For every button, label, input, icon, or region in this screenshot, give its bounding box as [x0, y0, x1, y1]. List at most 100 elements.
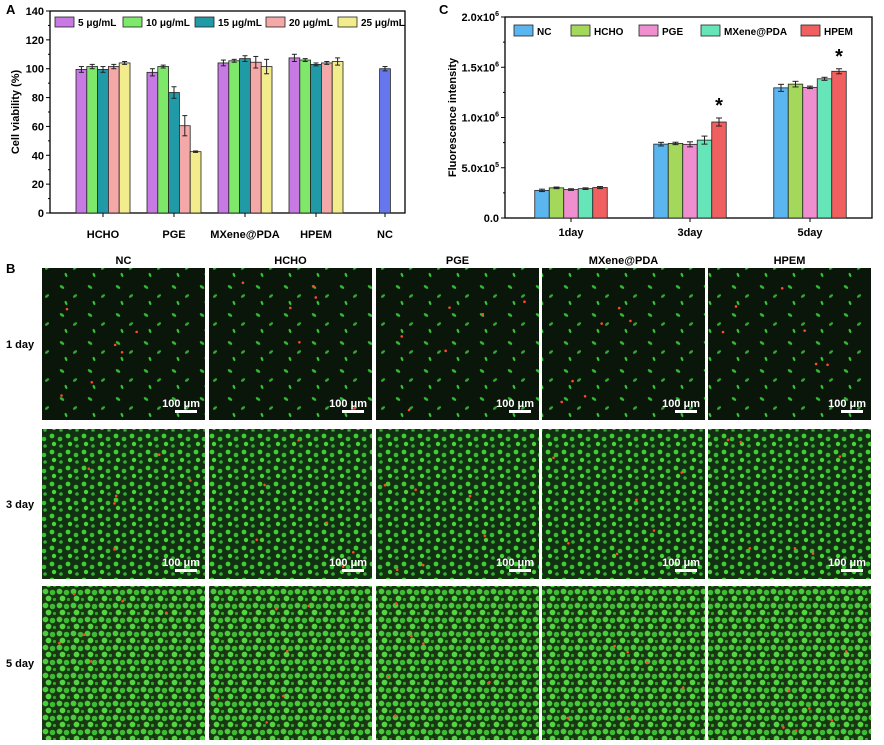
microscopy-image-shade [376, 268, 539, 420]
dead-cell-dot [65, 307, 69, 311]
microscopy-image-texture [376, 268, 539, 420]
chart-a-category-label: PGE [162, 229, 185, 241]
chart-a-bar [75, 69, 88, 214]
chart-a-bar [97, 69, 109, 214]
chart-a-legend-label: 15 μg/mL [218, 18, 262, 29]
chart-a-legend-swatch [122, 16, 143, 28]
dead-cell-dot [351, 550, 355, 554]
chart-c-legend-label: HCHO [594, 27, 624, 38]
chart-a-bar [146, 71, 159, 214]
scale-bar-label: 100 μm [662, 557, 700, 569]
dead-cell-dot [523, 300, 526, 304]
chart-c-ylabel: Fluorescence intensity [447, 57, 459, 177]
chart-a-bar [331, 61, 344, 214]
chart-a-cell-viability: 0 20 40 60 80 100 120 140 Cell viability (%) HCHO… [10, 6, 406, 241]
panel-letter-c: C [439, 2, 449, 17]
dead-cell-dot [216, 697, 220, 700]
scale-bar [675, 569, 697, 572]
dead-cell-dot [157, 453, 161, 456]
dead-cell-dot [748, 546, 752, 550]
chart-a-legend-label: 25 μg/mL [361, 18, 405, 29]
chart-c-bar [682, 143, 698, 219]
chart-a-bar [108, 66, 120, 214]
dead-cell-dot [410, 634, 413, 638]
chart-c-legend-label: MXene@PDA [724, 27, 787, 38]
chart-a-ytick-label: 140 [26, 6, 44, 18]
microscopy-image-shade [42, 268, 205, 420]
dead-cell-dot [255, 538, 259, 542]
dead-cell-dot [407, 408, 411, 412]
dead-cell-dot [265, 721, 268, 724]
chart-a-legend-label: 5 μg/mL [78, 18, 116, 29]
chart-a-ytick-label: 60 [32, 121, 44, 133]
chart-a-bar [379, 68, 391, 214]
dead-cell-dot [560, 400, 564, 404]
microscopy-image-texture [542, 586, 705, 740]
chart-c-bar [816, 78, 833, 219]
microscopy-image-shade [708, 268, 871, 420]
dead-cell-dot [468, 494, 472, 498]
dead-cell-dot [787, 689, 791, 693]
scale-bar [841, 569, 863, 572]
microscopy-image: 100 μm [209, 429, 372, 579]
chart-c-fluorescence: 0.0 5.0x105 1.0x106 1.5x106 2.0x106 Fluoresce… [447, 11, 873, 239]
chart-a-category-label: HCHO [87, 229, 120, 241]
microscopy-column-header: HCHO [274, 255, 307, 267]
chart-c-legend-label: HPEM [824, 27, 853, 38]
dead-cell-dot [383, 483, 387, 487]
microscopy-image-shade [708, 586, 871, 740]
microscopy-image-shade [708, 429, 871, 579]
scale-bar-label: 100 μm [496, 557, 534, 569]
dead-cell-dot [120, 350, 124, 354]
chart-a-category-label: HPEM [300, 229, 332, 241]
scale-bar-label: 100 μm [329, 557, 367, 569]
chart-a-legend-label: 10 μg/mL [146, 18, 190, 29]
microscopy-image [42, 586, 205, 740]
microscopy-image: 100 μm [708, 429, 871, 579]
dead-cell-dot [628, 717, 631, 721]
dead-cell-dot [241, 281, 245, 285]
chart-a-ytick-label: 100 [26, 64, 44, 76]
dead-cell-dot [87, 467, 91, 471]
scale-bar [675, 410, 697, 413]
dead-cell-dot [263, 483, 266, 487]
dead-cell-dot [615, 552, 619, 556]
dead-cell-dot [113, 343, 117, 347]
dead-cell-dot [721, 330, 725, 334]
dead-cell-dot [82, 633, 86, 637]
dead-cell-dot [189, 479, 192, 482]
chart-c-significance-star: * [835, 46, 843, 68]
chart-c-category-label: 3day [677, 227, 703, 239]
microscopy-image-texture [708, 586, 871, 740]
microscopy-column-header: MXene@PDA [589, 255, 658, 267]
dead-cell-dot [448, 306, 451, 309]
microscopy-image-texture [376, 586, 539, 740]
dead-cell-dot [571, 379, 574, 383]
dead-cell-dot [635, 498, 638, 502]
dead-cell-dot [652, 529, 656, 532]
chart-a-ytick-label: 120 [26, 35, 44, 47]
dead-cell-dot [288, 306, 292, 310]
dead-cell-dot [613, 644, 616, 648]
chart-c-bar [711, 121, 727, 219]
dead-cell-dot [113, 548, 116, 551]
dead-cell-dot [421, 563, 425, 567]
dead-cell-dot [298, 340, 301, 344]
microscopy-image-texture [708, 268, 871, 420]
chart-a-bar [157, 66, 170, 214]
dead-cell-dot [567, 541, 570, 545]
dead-cell-dot [483, 534, 487, 538]
microscopy-image [542, 586, 705, 740]
microscopy-image-texture [209, 586, 372, 740]
chart-a-legend-swatch [337, 16, 358, 28]
dead-cell-dot [617, 306, 621, 310]
microscopy-image-texture [708, 429, 871, 579]
microscopy-image-shade [542, 586, 705, 740]
chart-c-category-label: 1day [558, 227, 584, 239]
microscopy-row-header: 5 day [6, 658, 35, 670]
chart-c-significance-star: * [715, 95, 723, 117]
chart-a-ylabel: Cell viability (%) [10, 69, 22, 154]
dead-cell-dot [680, 471, 684, 474]
microscopy-column-header: NC [116, 255, 132, 267]
chart-a-bar [310, 63, 322, 214]
